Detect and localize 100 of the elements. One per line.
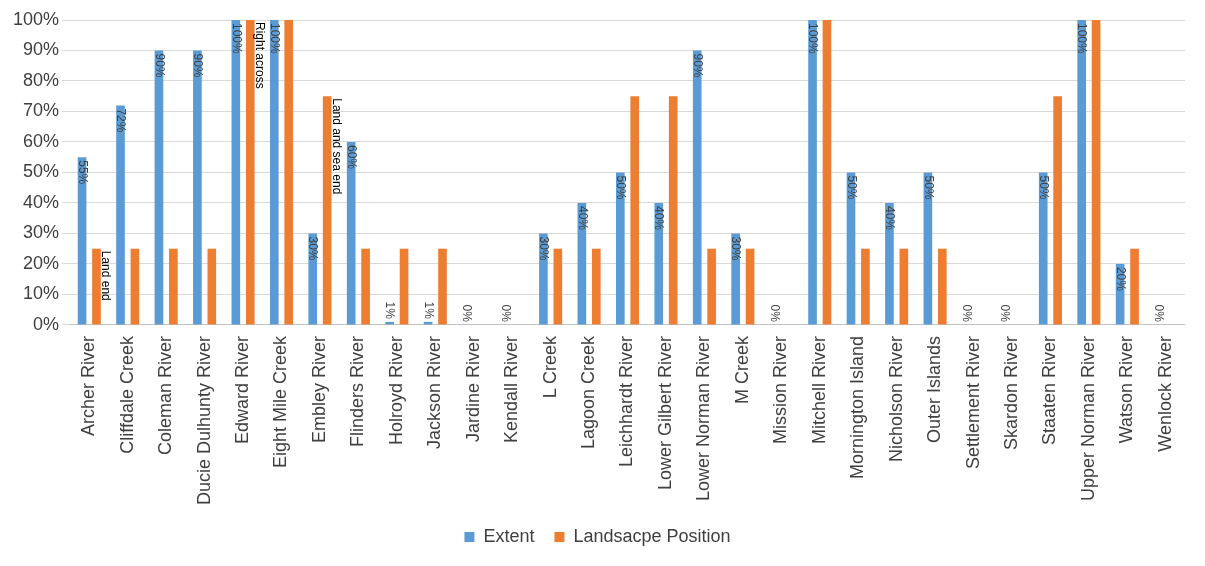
y-tick-label: 10% (23, 283, 60, 304)
y-tick-label: 0% (33, 313, 60, 334)
y-tick-label: 100% (12, 8, 60, 29)
data-label: 0% (960, 304, 975, 323)
bar (207, 248, 217, 325)
y-tick-label: 60% (23, 130, 60, 151)
x-tick-label: Cliffdale Creek (116, 334, 137, 454)
bar (130, 248, 140, 325)
data-label: 30% (537, 236, 552, 261)
x-tick-label: Wenlock River (1154, 335, 1175, 452)
x-tick-label: Nicholson River (885, 335, 906, 462)
bar (438, 248, 447, 325)
bar (399, 248, 409, 325)
bar (322, 96, 332, 325)
bar (745, 248, 755, 325)
x-tick-label: M Creek (731, 334, 752, 404)
bar (937, 248, 947, 325)
data-label: 100% (1075, 23, 1090, 55)
x-tick-label: Staaten River (1039, 335, 1060, 445)
x-tick-label: Edward River (232, 335, 253, 444)
data-label: 40% (575, 205, 590, 231)
x-tick-label: Coleman River (155, 335, 176, 455)
x-tick-label: Flinders River (347, 335, 368, 447)
x-tick-label: L Creek (539, 334, 560, 399)
bar (116, 105, 125, 325)
y-tick-label: 40% (23, 191, 60, 212)
bar (899, 248, 909, 325)
bar (615, 172, 625, 325)
data-label: 50% (1036, 175, 1051, 200)
y-tick-label: 80% (23, 69, 60, 90)
x-tick-label: Archer River (78, 335, 99, 436)
data-label: 72% (114, 108, 129, 133)
data-label: 30% (306, 236, 321, 261)
bar (284, 20, 294, 325)
data-label: 100% (267, 23, 282, 55)
x-tick-label: Leichhardt River (616, 335, 637, 467)
bar (169, 248, 178, 325)
data-label: 55% (75, 160, 90, 185)
data-label: 1% (383, 301, 398, 320)
bar (361, 248, 370, 325)
data-label: 0% (498, 304, 513, 323)
x-tick-label: Jardine River (462, 335, 483, 442)
x-tick-label: Mornington Island (847, 335, 868, 480)
data-label: 100% (806, 23, 821, 55)
x-tick-label: Jackson River (424, 335, 445, 449)
data-label: 1% (421, 301, 436, 320)
x-tick-label: Lagoon Creek (578, 334, 599, 450)
bar (1038, 172, 1048, 325)
y-tick-label: 30% (23, 222, 60, 243)
data-label: 100% (229, 23, 244, 55)
bar (245, 20, 255, 325)
bar (1077, 20, 1086, 325)
annotation: Land end (99, 250, 114, 301)
bar (1053, 96, 1062, 325)
x-tick-label: Kendall River (501, 335, 522, 443)
data-label: 90% (152, 53, 167, 78)
data-label: 50% (614, 175, 628, 200)
data-label: 20% (1113, 266, 1128, 292)
bar (861, 248, 870, 325)
x-tick-label: Lower Norman River (693, 335, 714, 501)
bar (692, 50, 702, 325)
data-label: 50% (921, 175, 936, 200)
bar (885, 202, 894, 325)
annotation: Land and sea end (329, 98, 344, 195)
x-tick-label: Mission River (770, 335, 791, 444)
x-tick-label: Mitchell River (808, 335, 829, 444)
bar (1130, 248, 1139, 325)
bar (630, 96, 640, 325)
x-tick-label: Embley River (308, 335, 329, 443)
legend-label: Landsacpe Position (573, 525, 731, 546)
data-label: 0% (460, 304, 475, 323)
bar (92, 248, 101, 325)
y-tick-label: 20% (23, 252, 60, 273)
bar (193, 50, 202, 325)
data-label: 0% (1152, 304, 1167, 323)
y-tick-label: 90% (23, 39, 60, 60)
legend-label: Extent (483, 525, 535, 546)
bar (822, 20, 832, 325)
data-label: 30% (729, 236, 744, 261)
bar (591, 248, 601, 325)
bar (654, 202, 664, 325)
bar (346, 141, 356, 325)
x-tick-label: Eight Mile Creek (270, 334, 291, 468)
y-tick-label: 50% (23, 161, 60, 182)
x-tick-label: Upper Norman River (1077, 335, 1098, 501)
data-label: 90% (690, 53, 705, 78)
data-label: 0% (767, 304, 782, 323)
bar (553, 248, 563, 325)
x-tick-label: Skardon River (1000, 335, 1021, 450)
data-label: 60% (344, 144, 359, 170)
bar (808, 20, 817, 325)
annotation: Right across (252, 22, 267, 89)
y-tick-label: 70% (23, 100, 60, 121)
bar (668, 96, 678, 325)
x-tick-label: Ducie Dulhunty River (193, 335, 214, 506)
data-label: 0% (998, 304, 1013, 323)
x-tick-label: Settlement River (962, 335, 983, 469)
data-label: 40% (883, 205, 898, 231)
x-tick-label: Lower Gilbert River (654, 335, 675, 490)
data-label: 40% (652, 205, 667, 231)
